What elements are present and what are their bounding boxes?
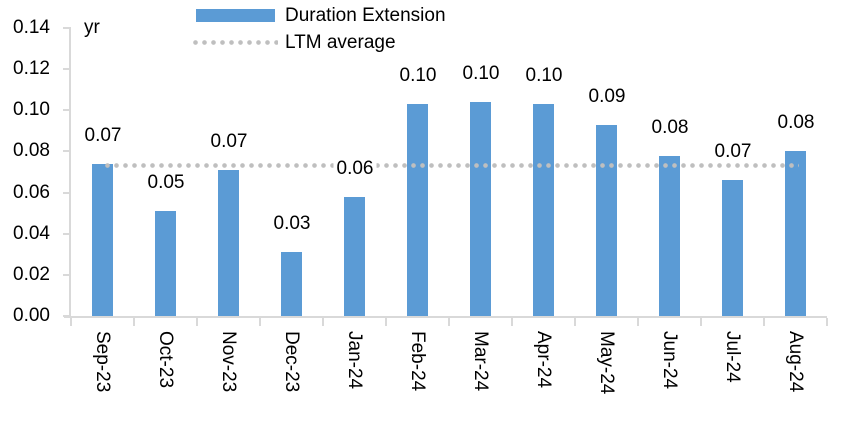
- data-label-mar-24: 0.10: [459, 63, 503, 85]
- y-axis-line: [69, 27, 71, 318]
- y-axis-tick-label: 0.08: [13, 140, 50, 161]
- y-axis-tick-label: 0.04: [13, 223, 50, 244]
- y-axis-tick-label: 0.06: [13, 182, 50, 203]
- bar-jan-24: [344, 197, 365, 316]
- bar-apr-24: [533, 104, 554, 316]
- x-axis-tick: [700, 318, 702, 326]
- y-axis-tick-label: 0.10: [13, 99, 50, 120]
- x-axis-tick: [385, 318, 387, 326]
- y-axis-tick: [63, 150, 70, 152]
- x-axis-label-jun-24: Jun-24: [659, 331, 680, 390]
- x-axis-tick: [511, 318, 513, 326]
- bar-jul-24: [722, 180, 743, 316]
- legend-label-ltm-average: LTM average: [285, 32, 396, 53]
- bar-jun-24: [659, 156, 680, 316]
- bar-aug-24: [785, 151, 806, 316]
- x-axis-tick: [133, 318, 135, 326]
- ltm-average-line: [103, 163, 799, 168]
- bar-mar-24: [470, 102, 491, 316]
- bar-sep-23: [92, 164, 113, 316]
- x-axis-tick: [763, 318, 765, 326]
- bar-nov-23: [218, 170, 239, 316]
- data-label-aug-24: 0.08: [774, 112, 818, 134]
- x-axis-label-sep-23: Sep-23: [92, 331, 113, 393]
- y-axis-tick-label: 0.02: [13, 264, 50, 285]
- y-axis-tick: [63, 27, 70, 29]
- bar-dec-23: [281, 252, 302, 316]
- y-axis-tick: [63, 68, 70, 70]
- x-axis-label-aug-24: Aug-24: [785, 331, 806, 393]
- data-label-apr-24: 0.10: [522, 65, 566, 87]
- data-label-sep-23: 0.07: [81, 125, 125, 147]
- x-axis-line: [64, 316, 827, 318]
- x-axis-tick: [448, 318, 450, 326]
- y-axis-tick-label: 0.12: [13, 58, 50, 79]
- data-label-feb-24: 0.10: [396, 65, 440, 87]
- data-label-jan-24: 0.06: [333, 158, 377, 180]
- x-axis-tick: [322, 318, 324, 326]
- y-axis-tick: [63, 109, 70, 111]
- x-axis-label-dec-23: Dec-23: [281, 331, 302, 393]
- y-axis-tick-label: 0.00: [13, 305, 50, 326]
- data-label-jun-24: 0.08: [648, 117, 692, 139]
- x-axis-label-feb-24: Feb-24: [407, 331, 428, 392]
- x-axis-label-jul-24: Jul-24: [722, 331, 743, 383]
- x-axis-tick: [259, 318, 261, 326]
- legend-label-duration-extension: Duration Extension: [285, 5, 446, 26]
- x-axis-tick: [70, 318, 72, 326]
- legend-bar-swatch: [196, 9, 275, 22]
- data-label-nov-23: 0.07: [207, 131, 251, 153]
- bar-feb-24: [407, 104, 428, 316]
- y-axis-tick: [63, 233, 70, 235]
- x-axis-tick: [196, 318, 198, 326]
- bar-oct-23: [155, 211, 176, 316]
- y-axis-tick: [63, 192, 70, 194]
- x-axis-label-oct-23: Oct-23: [155, 331, 176, 389]
- y-axis-tick-label: 0.14: [13, 17, 50, 38]
- data-label-oct-23: 0.05: [144, 172, 188, 194]
- x-axis-tick: [826, 318, 828, 326]
- x-axis-label-apr-24: Apr-24: [533, 331, 554, 389]
- data-label-dec-23: 0.03: [270, 213, 314, 235]
- x-axis-label-mar-24: Mar-24: [470, 331, 491, 392]
- data-label-jul-24: 0.07: [711, 141, 755, 163]
- y-axis-unit-label: yr: [84, 17, 100, 38]
- bar-may-24: [596, 125, 617, 316]
- x-axis-label-may-24: May-24: [596, 331, 617, 395]
- data-label-may-24: 0.09: [585, 86, 629, 108]
- x-axis-label-jan-24: Jan-24: [344, 331, 365, 390]
- x-axis-label-nov-23: Nov-23: [218, 331, 239, 393]
- x-axis-tick: [637, 318, 639, 326]
- y-axis-tick: [63, 274, 70, 276]
- legend-dotted-line-swatch: [191, 40, 278, 45]
- x-axis-tick: [574, 318, 576, 326]
